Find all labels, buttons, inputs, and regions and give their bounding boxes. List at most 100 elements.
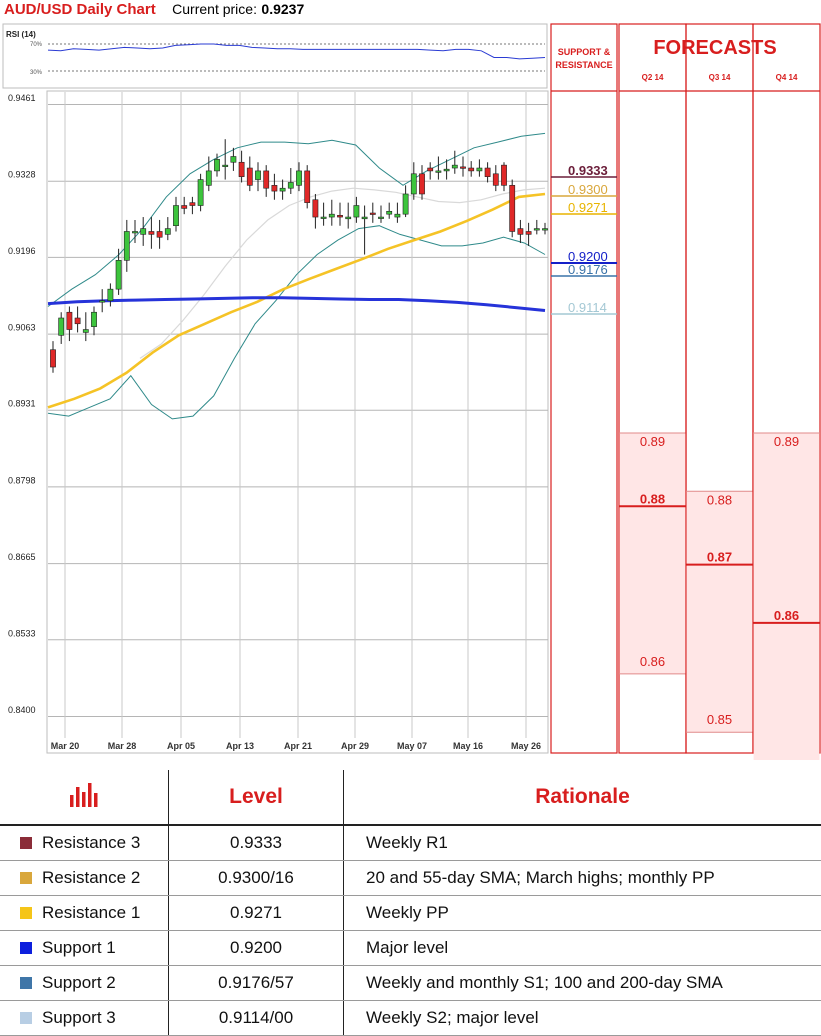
- forecasts-columns: Q2 14 0.89 0.88 0.86 Q3 14 0.88 0.87 0.85 Q4 14 0…: [618, 23, 821, 760]
- candle-up: [205, 170, 212, 186]
- candle-down: [484, 167, 491, 177]
- candle-up: [328, 213, 335, 218]
- candle-down: [501, 164, 507, 186]
- vertical-grid: [64, 92, 527, 738]
- x-tick-label: Apr 13: [226, 741, 254, 751]
- candle-up: [402, 193, 409, 215]
- candle-down: [337, 215, 343, 218]
- levels-table-body: Resistance 3 0.9333 Weekly R1 Resistance 2 0…: [0, 825, 821, 1036]
- y-tick-label: 0.8400: [8, 705, 36, 715]
- level-name: Resistance 3: [42, 833, 141, 852]
- candle-up: [214, 159, 220, 172]
- forecast-range: [619, 433, 686, 674]
- candle-up: [394, 213, 401, 218]
- level-rationale: Weekly S2; major level: [343, 1000, 821, 1036]
- chart-area: RSI (14) 70% 30% 0.9461 0.9328 0.9196 0.906…: [2, 23, 821, 760]
- candle-up: [173, 205, 179, 227]
- level-name: Support 1: [42, 938, 116, 957]
- level-name: Resistance 2: [42, 868, 141, 887]
- level-value: 0.9200: [168, 930, 344, 966]
- y-tick-label: 0.9063: [8, 323, 36, 333]
- level-name-cell: Resistance 3: [0, 825, 169, 861]
- sr-level-label: 0.9333: [568, 163, 608, 178]
- candle-down: [369, 212, 376, 215]
- forecast-mid-label: 0.88: [640, 491, 665, 506]
- level-color-swatch: [20, 837, 32, 849]
- forecasts-title: FORECASTS: [653, 37, 776, 59]
- y-tick-label: 0.8665: [8, 552, 36, 562]
- level-header: Level: [168, 770, 344, 826]
- candle-up: [410, 173, 417, 195]
- level-color-swatch: [20, 1012, 32, 1024]
- sma-yellow-line: [47, 192, 546, 409]
- x-tick-label: Apr 21: [284, 741, 312, 751]
- table-row: Resistance 3 0.9333 Weekly R1: [0, 825, 821, 861]
- table-row: Resistance 2 0.9300/16 20 and 55-day SMA; …: [0, 860, 821, 896]
- table-row: Resistance 1 0.9271 Weekly PP: [0, 895, 821, 931]
- forecast-quarter-label: Q2 14: [642, 73, 664, 82]
- forecast-high-label: 0.89: [774, 434, 799, 449]
- level-name-cell: Support 3: [0, 1000, 169, 1036]
- forecast-high-label: 0.89: [640, 434, 665, 449]
- candle-up: [378, 216, 384, 219]
- level-name-cell: Resistance 1: [0, 895, 169, 931]
- sr-column: [550, 23, 618, 754]
- candle-up: [82, 329, 89, 333]
- x-tick-label: May 07: [397, 741, 427, 751]
- sr-title-1: SUPPORT &: [558, 47, 611, 57]
- forecast-range: [753, 433, 820, 760]
- candle-down: [189, 202, 196, 206]
- level-color-swatch: [20, 907, 32, 919]
- candle-up: [287, 182, 294, 189]
- sr-level-label: 0.9300: [568, 182, 608, 197]
- level-value: 0.9271: [168, 895, 344, 931]
- candle-up: [164, 228, 171, 235]
- candlesticks: [50, 139, 548, 373]
- table-row: Support 3 0.9114/00 Weekly S2; major level: [0, 1000, 821, 1036]
- candle-down: [156, 231, 163, 238]
- candle-up: [107, 288, 114, 301]
- level-name-cell: Support 1: [0, 930, 169, 966]
- candle-up: [296, 170, 302, 186]
- candle-up: [386, 210, 393, 215]
- forecast-low-label: 0.85: [707, 712, 732, 727]
- forecast-quarter-label: Q3 14: [709, 73, 731, 82]
- table-row: Support 1 0.9200 Major level: [0, 930, 821, 966]
- candle-down: [246, 167, 253, 186]
- y-tick-label: 0.9461: [8, 93, 36, 103]
- candle-up: [443, 168, 450, 172]
- sr-level-label: 0.9176: [568, 262, 608, 277]
- x-tick-label: May 26: [511, 741, 541, 751]
- y-tick-label: 0.8798: [8, 475, 36, 485]
- candle-down: [263, 170, 270, 189]
- sr-level-label: 0.9271: [568, 200, 608, 215]
- candle-down: [271, 185, 278, 192]
- y-axis-labels: 0.9461 0.9328 0.9196 0.9063 0.8931 0.8798 0.86…: [8, 93, 36, 715]
- x-tick-label: Apr 05: [167, 741, 195, 751]
- bollinger-bands: [47, 132, 546, 420]
- candle-up: [542, 228, 548, 231]
- candle-down: [181, 205, 188, 209]
- levels-table: Level Rationale Resistance 3 0.9333 Weekly…: [0, 770, 821, 1036]
- rsi-panel: [2, 23, 548, 89]
- bar-chart-icon: [70, 783, 98, 807]
- candle-down: [148, 231, 155, 235]
- level-color-swatch: [20, 977, 32, 989]
- level-value: 0.9300/16: [168, 860, 344, 896]
- candle-up: [435, 170, 442, 173]
- chart-title: AUD/USD Daily Chart: [4, 1, 156, 18]
- upper-band-line: [47, 132, 546, 307]
- candle-down: [312, 199, 319, 218]
- level-name: Resistance 1: [42, 903, 141, 922]
- candle-up: [533, 228, 540, 231]
- candle-up: [353, 205, 360, 218]
- candle-down: [468, 167, 475, 172]
- candle-down: [509, 185, 516, 232]
- candle-up: [345, 216, 352, 220]
- price-value: 0.9237: [261, 1, 305, 17]
- candle-down: [66, 311, 73, 330]
- candle-down: [492, 173, 499, 186]
- x-tick-label: Apr 29: [341, 741, 369, 751]
- middle-band-line: [139, 187, 546, 359]
